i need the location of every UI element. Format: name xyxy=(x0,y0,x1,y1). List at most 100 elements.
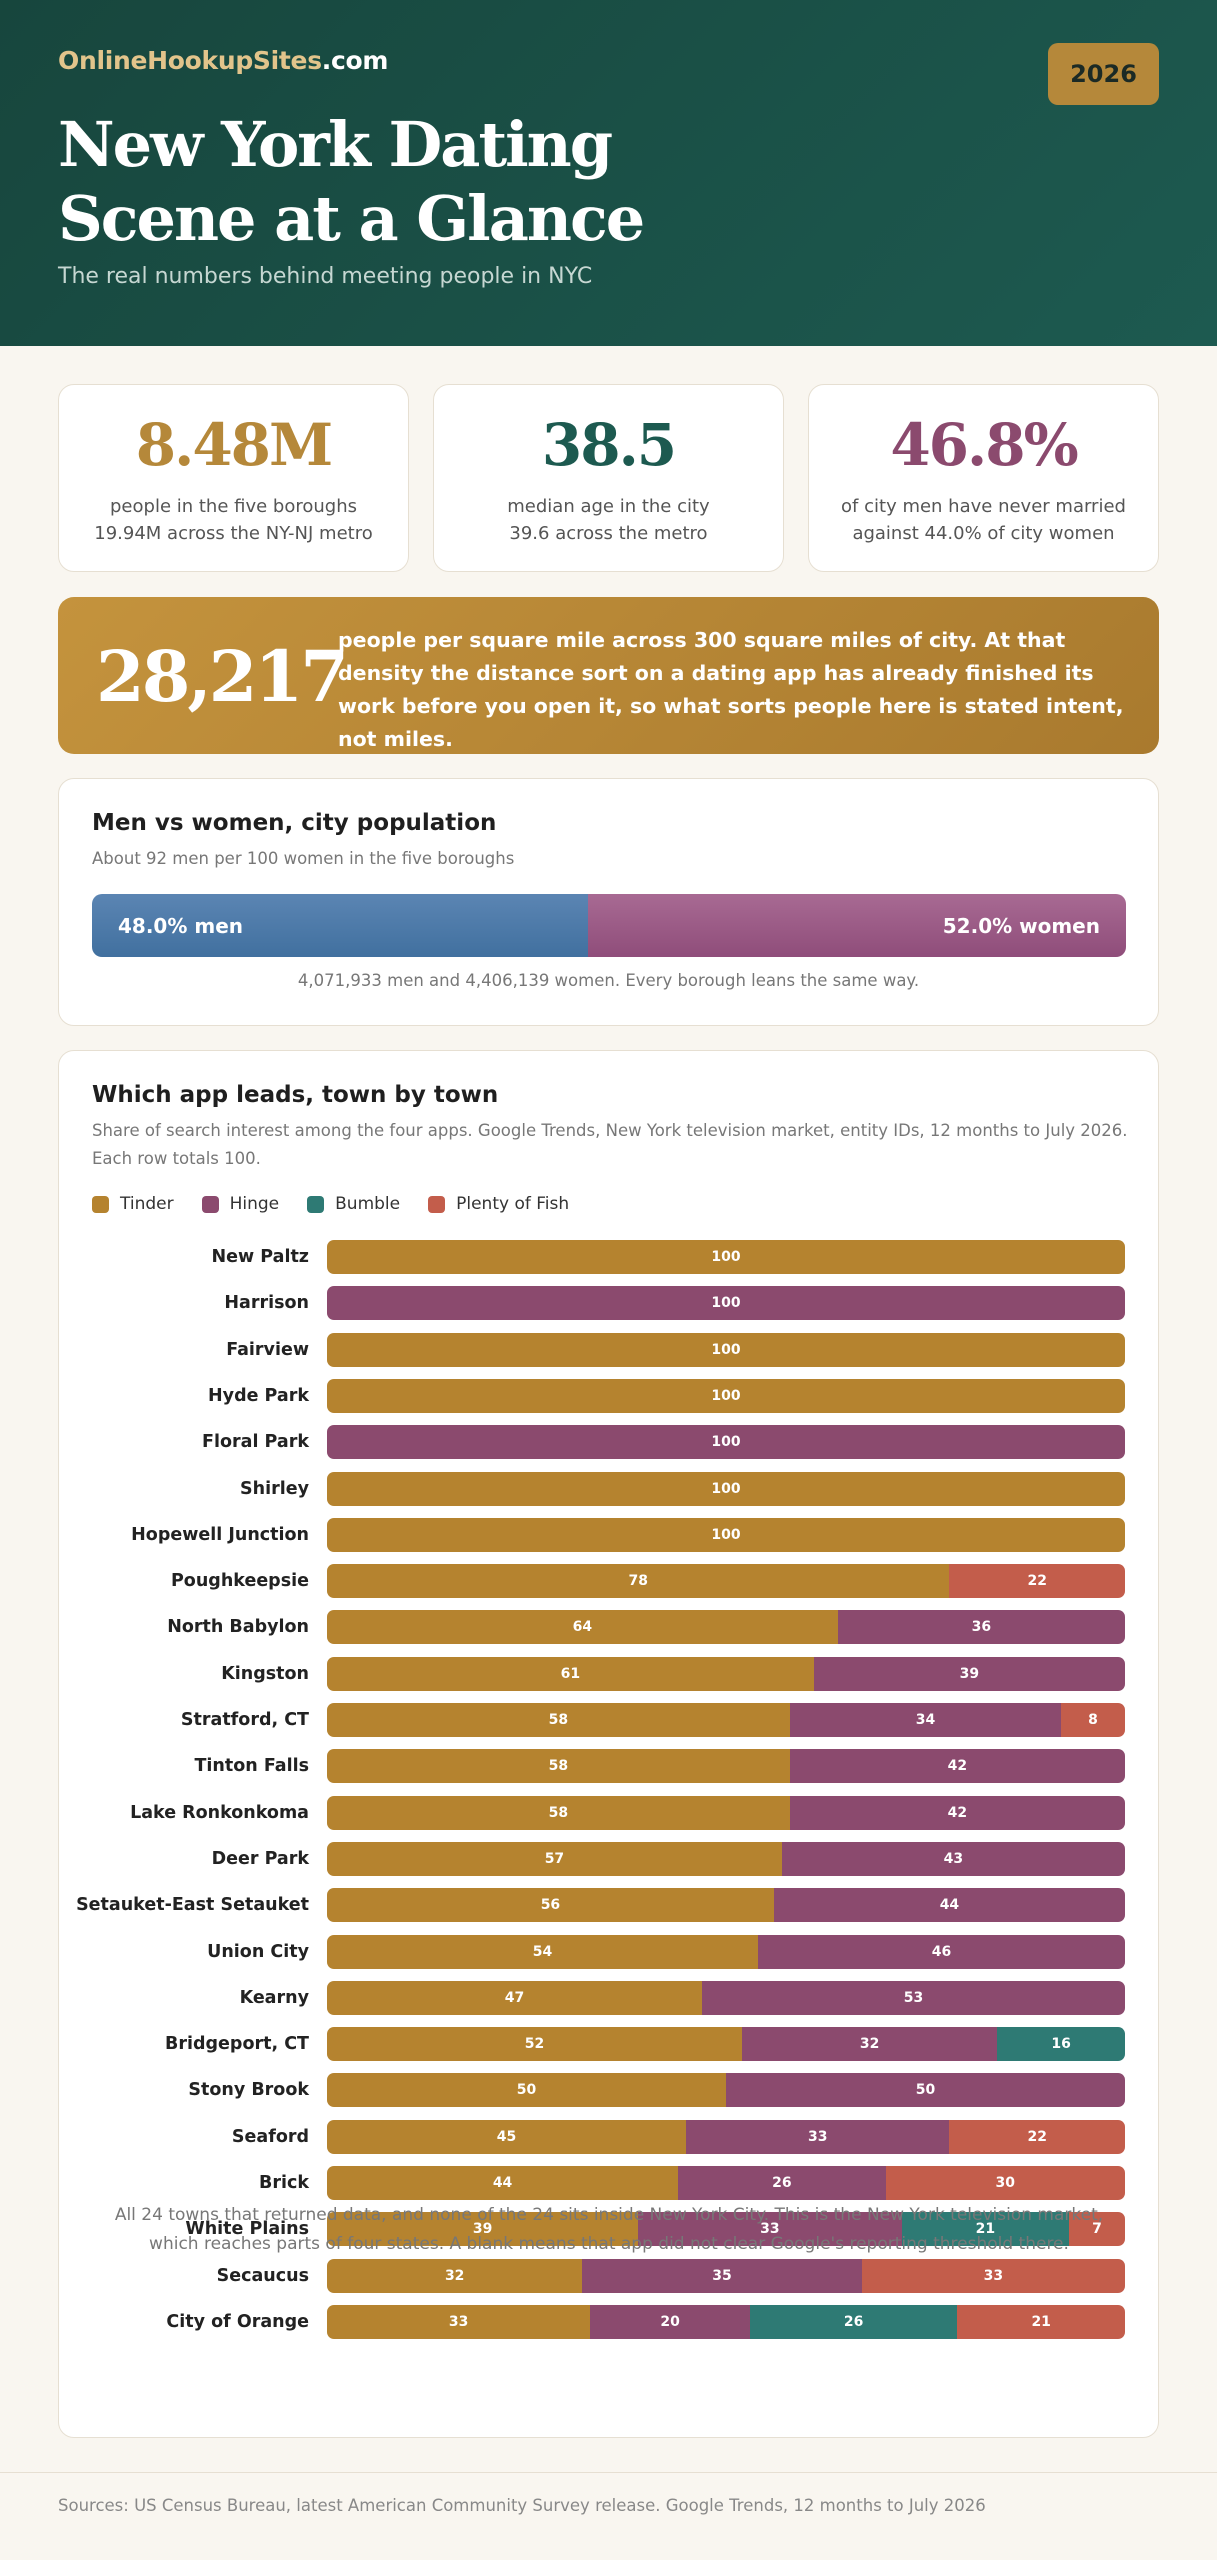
stat-value: 46.8% xyxy=(890,411,1078,479)
bar-segment-tinder: 58 xyxy=(327,1795,790,1830)
row-label: Harrison xyxy=(224,1293,309,1314)
row-label: Secaucus xyxy=(216,2265,309,2286)
year-badge: 2026 xyxy=(1048,43,1159,105)
bar-segment-hinge: 53 xyxy=(702,1980,1125,2015)
legend-swatch xyxy=(307,1195,325,1213)
brand-logo[interactable]: OnlineHookupSites.com xyxy=(58,46,388,75)
apps-chart-panel: Which app leads, town by town Share of s… xyxy=(58,1050,1159,2438)
bar-segment-hinge: 26 xyxy=(678,2166,886,2200)
stacked-bar: 61 39 xyxy=(327,1656,1125,1691)
density-value: 28,217 xyxy=(96,635,349,718)
gender-split-bar: 48.0% men 52.0% women xyxy=(92,894,1126,957)
gender-note: 4,071,933 men and 4,406,139 women. Every… xyxy=(297,971,920,990)
stat-line-2: 39.6 across the metro xyxy=(509,523,708,544)
stat-value: 38.5 xyxy=(541,411,677,479)
bar-segment-plenty-of-fish: 30 xyxy=(885,2166,1125,2200)
gender-subtitle: About 92 men per 100 women in the five b… xyxy=(92,849,515,868)
row-label: Deer Park xyxy=(211,1848,309,1869)
chart-title: Which app leads, town by town xyxy=(92,1082,499,1108)
row-label: Hopewell Junction xyxy=(131,1524,309,1545)
bar-segment-bumble: 16 xyxy=(997,2027,1125,2062)
row-label: City of Orange xyxy=(166,2311,309,2332)
stacked-bar: 100 xyxy=(327,1332,1125,1367)
bar-segment-plenty-of-fish: 22 xyxy=(949,1564,1125,1599)
bar-segment-tinder: 100 xyxy=(327,1378,1125,1413)
stacked-bar: 33 20 26 21 xyxy=(327,2304,1125,2339)
legend-item: Hinge xyxy=(201,1194,279,1214)
bar-segment-hinge: 39 xyxy=(813,1656,1125,1691)
stacked-bar: 58 34 8 xyxy=(327,1703,1125,1737)
bar-segment-hinge: 35 xyxy=(582,2258,862,2293)
footer-sources: Sources: US Census Bureau, latest Americ… xyxy=(58,2496,986,2515)
bar-segment-tinder: 100 xyxy=(327,1471,1125,1506)
bar-segment-tinder: 58 xyxy=(327,1749,790,1784)
density-text: people per square mile across 300 square… xyxy=(338,628,1124,751)
bar-segment-hinge: 33 xyxy=(686,2119,950,2154)
row-label: Kingston xyxy=(221,1663,309,1684)
chart-note: All 24 towns that returned data, and non… xyxy=(114,2205,1104,2254)
stat-value: 8.48M xyxy=(135,411,333,479)
bar-segment-bumble: 26 xyxy=(749,2304,958,2339)
row-label: Lake Ronkonkoma xyxy=(130,1802,309,1823)
bar-segment-tinder: 100 xyxy=(327,1240,1125,1274)
row-label: North Babylon xyxy=(167,1617,309,1638)
row-label: Hyde Park xyxy=(208,1385,309,1406)
legend-item: Plenty of Fish xyxy=(428,1194,569,1214)
stacked-bar: 54 46 xyxy=(327,1934,1125,1969)
bar-segment-tinder: 57 xyxy=(327,1841,782,1876)
bar-segment-hinge: 36 xyxy=(837,1610,1125,1645)
bar-segment-hinge: 20 xyxy=(590,2304,750,2339)
chart-legend: Tinder Hinge Bumble Plenty of Fish xyxy=(92,1194,569,1214)
stat-card-population: 8.48M people in the five boroughs 19.94M… xyxy=(58,384,409,572)
gender-panel: Men vs women, city population About 92 m… xyxy=(58,778,1159,1026)
bar-segment-tinder: 100 xyxy=(327,1517,1125,1552)
brand-suffix: .com xyxy=(321,46,389,75)
stat-line-2: against 44.0% of city women xyxy=(852,523,1115,544)
bar-segment-plenty-of-fish: 33 xyxy=(861,2258,1125,2293)
stacked-bar: 100 xyxy=(327,1471,1125,1506)
stacked-bar: 100 xyxy=(327,1286,1125,1321)
stat-line-1: median age in the city xyxy=(507,496,710,517)
stat-line-1: of city men have never married xyxy=(841,496,1126,517)
bar-segment-tinder: 39 xyxy=(327,2212,639,2247)
bar-segment-tinder: 61 xyxy=(327,1656,814,1691)
page-subtitle: The real numbers behind meeting people i… xyxy=(58,264,593,289)
stat-line-2: 19.94M across the NY-NJ metro xyxy=(94,523,373,544)
row-label: Stony Brook xyxy=(188,2080,309,2101)
stacked-bar: 44 26 30 xyxy=(327,2166,1125,2200)
bar-segment-tinder: 100 xyxy=(327,1332,1125,1367)
legend-swatch xyxy=(92,1195,109,1213)
stacked-bar: 100 xyxy=(327,1240,1125,1274)
row-label: White Plains xyxy=(185,2219,309,2240)
bar-segment-tinder: 33 xyxy=(327,2304,591,2339)
row-label: Poughkeepsie xyxy=(170,1571,309,1592)
bar-segment-hinge: 50 xyxy=(726,2073,1125,2108)
row-label: Stratford, CT xyxy=(180,1710,309,1730)
bar-segment-hinge: 100 xyxy=(327,1286,1125,1321)
bar-segment-tinder: 50 xyxy=(327,2073,726,2108)
bar-segment-hinge: 32 xyxy=(741,2027,998,2062)
legend-swatch xyxy=(201,1195,219,1213)
row-label: New Paltz xyxy=(211,1247,310,1267)
legend-item: Tinder xyxy=(92,1194,174,1214)
bar-segment-hinge: 46 xyxy=(757,1934,1125,1969)
stacked-bar: 64 36 xyxy=(327,1610,1125,1645)
stat-card-never-married: 46.8% of city men have never married aga… xyxy=(808,384,1159,572)
legend-label: Bumble xyxy=(335,1194,401,1214)
bar-segment-plenty-of-fish: 8 xyxy=(1061,1703,1125,1737)
bar-segment-tinder: 44 xyxy=(327,2166,679,2200)
row-label: Setauket-East Setauket xyxy=(76,1895,309,1916)
row-label: Seaford xyxy=(231,2126,309,2147)
gender-women-segment: 52.0% women xyxy=(588,894,1126,957)
stacked-bar: 100 xyxy=(327,1378,1125,1413)
gender-men-segment: 48.0% men xyxy=(92,894,589,957)
footer-divider xyxy=(0,2472,1217,2473)
row-label: Kearny xyxy=(239,1987,309,2008)
bar-segment-tinder: 32 xyxy=(327,2258,583,2293)
bar-segment-hinge: 42 xyxy=(789,1795,1125,1830)
chart-subtitle: Share of search interest among the four … xyxy=(92,1121,1128,1168)
bar-segment-tinder: 52 xyxy=(327,2027,742,2062)
bar-segment-tinder: 58 xyxy=(327,1703,790,1737)
stacked-bar: 47 53 xyxy=(327,1980,1125,2015)
density-banner: 28,217 people per square mile across 300… xyxy=(58,597,1159,754)
